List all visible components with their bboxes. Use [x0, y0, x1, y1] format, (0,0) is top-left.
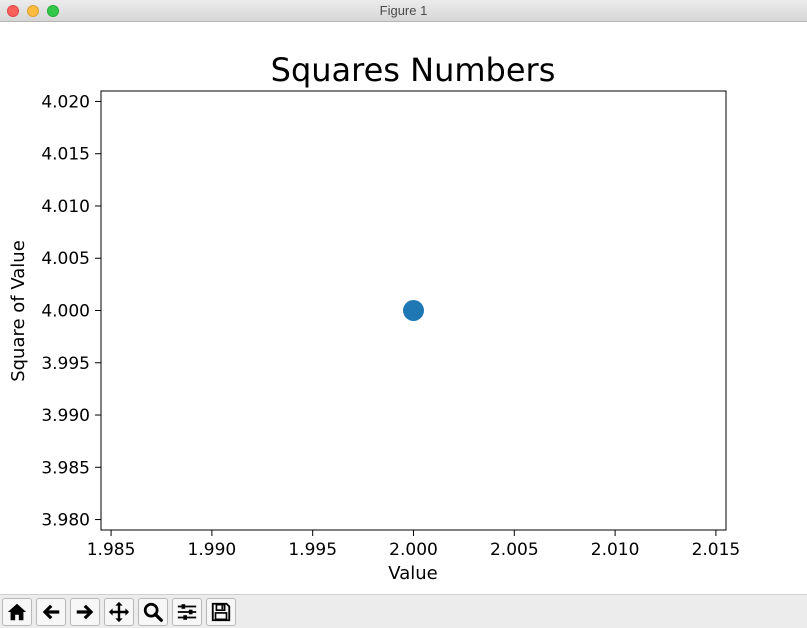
x-tick-label: 2.000 — [389, 540, 438, 560]
y-tick-label: 4.005 — [41, 249, 90, 269]
y-tick-label: 3.990 — [41, 406, 90, 426]
back-button[interactable] — [36, 598, 66, 626]
y-axis-label: Square of Value — [8, 240, 29, 382]
y-tick-label: 4.015 — [41, 145, 90, 165]
back-arrow-icon — [42, 604, 60, 620]
save-icon — [211, 602, 231, 622]
pan-button[interactable] — [104, 598, 134, 626]
home-icon — [7, 603, 27, 621]
x-axis: 1.985 1.990 1.995 2.000 2.005 2.010 2.015 — [87, 530, 741, 560]
save-button[interactable] — [206, 598, 236, 626]
window-title: Figure 1 — [379, 3, 428, 18]
close-window-button[interactable] — [7, 5, 19, 17]
configure-subplots-button[interactable] — [172, 598, 202, 626]
x-tick-label: 2.010 — [591, 540, 640, 560]
forward-arrow-icon — [76, 604, 94, 620]
chart-title: Squares Numbers — [271, 51, 556, 89]
chart: Squares Numbers 1.985 1.990 1.995 2.000 2.00… — [8, 51, 741, 584]
plot-area — [100, 90, 727, 531]
scatter-series — [403, 300, 424, 321]
x-tick-label: 2.015 — [692, 540, 741, 560]
y-tick-label: 3.985 — [41, 458, 90, 478]
navigation-toolbar — [0, 594, 807, 628]
x-axis-label: Value — [388, 563, 437, 584]
minimize-window-button[interactable] — [27, 5, 39, 17]
zoom-icon — [143, 602, 163, 622]
maximize-window-button[interactable] — [47, 5, 59, 17]
y-axis: 3.980 3.985 3.990 3.995 4.000 4.005 4.010 4.015… — [41, 92, 101, 531]
y-tick-label: 3.995 — [41, 354, 90, 374]
window-titlebar: Figure 1 — [0, 0, 807, 22]
configure-subplots-icon — [177, 604, 197, 620]
forward-button[interactable] — [70, 598, 100, 626]
zoom-button[interactable] — [138, 598, 168, 626]
y-tick-label: 4.010 — [41, 197, 90, 217]
y-tick-label: 4.000 — [41, 302, 90, 322]
x-tick-label: 1.985 — [87, 540, 136, 560]
x-tick-label: 1.990 — [188, 540, 237, 560]
pan-icon — [108, 601, 130, 623]
x-tick-label: 1.995 — [288, 540, 337, 560]
home-button[interactable] — [2, 598, 32, 626]
y-tick-label: 4.020 — [41, 92, 90, 112]
data-point — [403, 300, 424, 321]
x-tick-label: 2.005 — [490, 540, 539, 560]
y-tick-label: 3.980 — [41, 511, 90, 531]
